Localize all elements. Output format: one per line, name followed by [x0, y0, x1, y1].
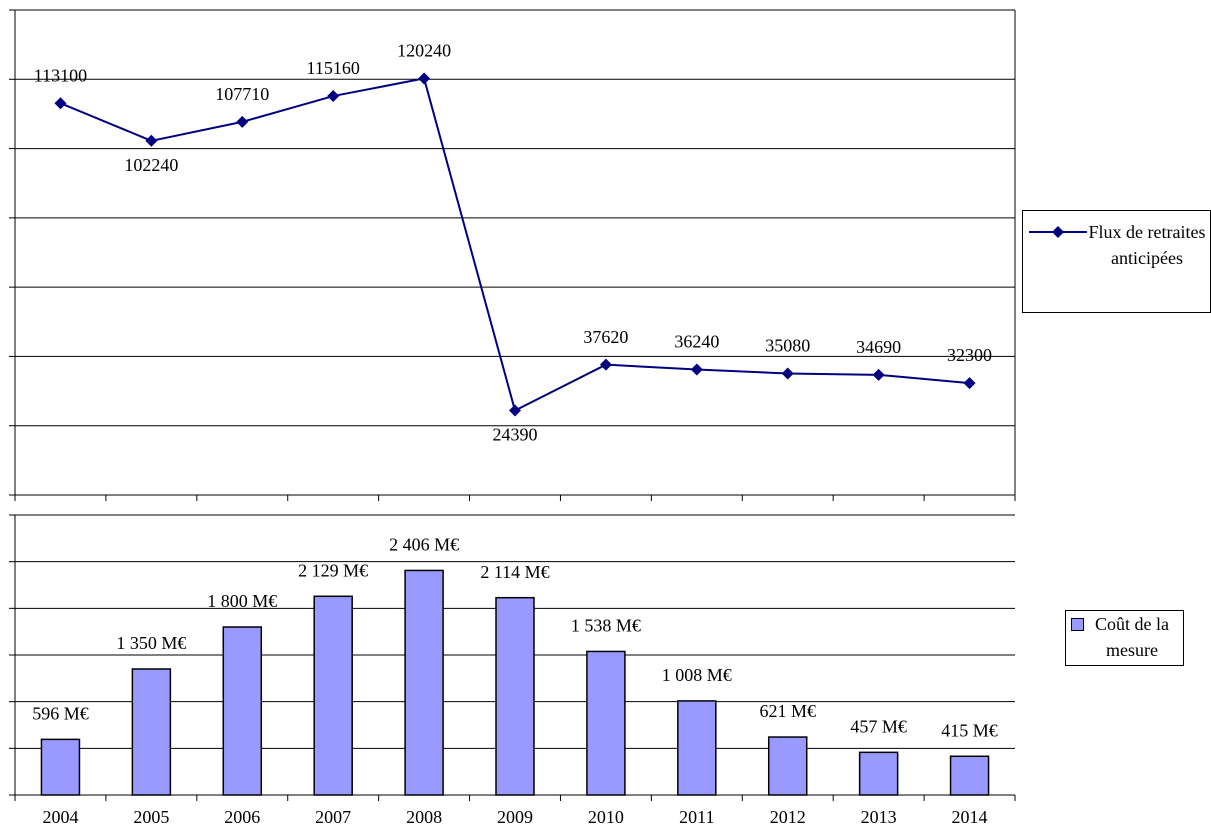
x-tick-label: 2012: [770, 807, 806, 827]
legend-label: Coût de la mesure: [1095, 614, 1169, 660]
bar: [677, 700, 717, 796]
data-label: 36240: [674, 332, 719, 352]
data-label: 415 M€: [941, 720, 998, 740]
bar: [586, 650, 626, 796]
data-label: 1 008 M€: [662, 665, 732, 685]
marker: [872, 368, 885, 381]
x-tick-label: 2011: [679, 807, 714, 827]
marker: [236, 115, 249, 128]
bar: [40, 738, 81, 796]
data-label: 115160: [307, 58, 360, 78]
x-tick-label: 2013: [861, 807, 897, 827]
data-label: 37620: [583, 327, 628, 347]
marker: [690, 363, 703, 376]
marker: [418, 72, 431, 85]
bar: [495, 596, 535, 796]
data-label: 621 M€: [759, 701, 816, 721]
data-label: 34690: [856, 337, 901, 357]
bar: [949, 755, 990, 796]
bar: [313, 595, 353, 796]
bar: [767, 736, 808, 796]
x-tick-label: 2014: [952, 807, 988, 827]
x-tick-label: 2005: [133, 807, 169, 827]
data-label: 120240: [397, 41, 451, 61]
marker: [327, 90, 340, 103]
marker: [963, 377, 976, 390]
data-label: 1 538 M€: [571, 616, 641, 636]
legend-marker: [1029, 226, 1087, 238]
data-label: 596 M€: [32, 703, 89, 723]
bar: [404, 569, 444, 796]
x-tick-label: 2010: [588, 807, 624, 827]
data-label: 35080: [765, 336, 810, 356]
marker: [145, 134, 158, 147]
data-label: 24390: [493, 425, 538, 445]
data-label: 2 406 M€: [389, 535, 459, 555]
x-tick-label: 2004: [42, 807, 78, 827]
data-label: 2 114 M€: [480, 562, 549, 582]
marker: [781, 367, 794, 380]
legend-marker: [1071, 618, 1084, 631]
data-label: 2 129 M€: [298, 560, 368, 580]
line: [60, 77, 970, 412]
data-label: 32300: [947, 345, 992, 365]
data-label: 113100: [34, 65, 87, 85]
data-label: 107710: [215, 84, 269, 104]
x-tick-label: 2006: [224, 807, 260, 827]
data-label: 1 800 M€: [207, 591, 277, 611]
legend: Coût de la mesure: [1065, 610, 1184, 666]
x-tick-label: 2009: [497, 807, 533, 827]
marker: [54, 97, 67, 110]
data-label: 457 M€: [850, 716, 907, 736]
data-label: 102240: [124, 155, 178, 175]
bar: [858, 751, 899, 796]
x-tick-label: 2008: [406, 807, 442, 827]
bar: [222, 626, 263, 796]
marker: [509, 404, 521, 417]
legend: Flux de retraites anticipées: [1022, 210, 1211, 313]
legend-label: Flux de retraites anticipées: [1088, 222, 1206, 268]
x-tick-label: 2007: [315, 807, 351, 827]
bar: [131, 668, 172, 796]
marker: [599, 358, 612, 371]
data-label: 1 350 M€: [116, 633, 186, 653]
